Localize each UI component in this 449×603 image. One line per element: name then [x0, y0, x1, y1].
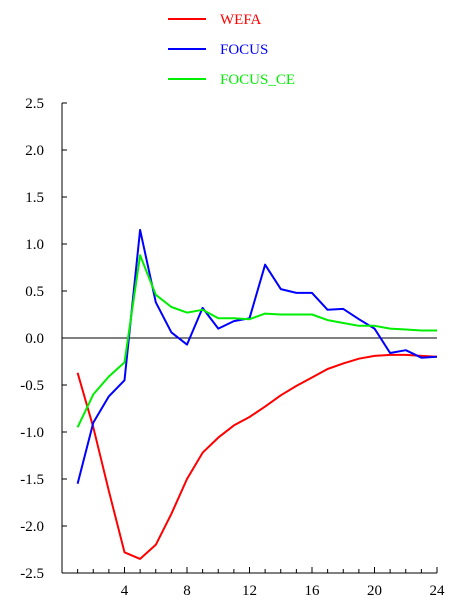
- x-tick-label: 20: [367, 583, 382, 599]
- series-line-wefa: [76, 353, 438, 560]
- y-tick-label: -1.5: [20, 472, 44, 488]
- y-tick-label: -0.5: [20, 378, 44, 394]
- legend-label-focus-ce: FOCUS_CE: [220, 72, 295, 88]
- x-tick-label: 12: [242, 583, 257, 599]
- y-tick-label: 0.5: [25, 284, 44, 300]
- y-tick-label: -2.5: [20, 566, 44, 582]
- series-layer: [76, 228, 438, 560]
- x-tick-label: 16: [305, 583, 321, 599]
- y-tick-label: 2.5: [25, 96, 44, 112]
- series-line-focus-ce: [76, 254, 437, 428]
- y-tick-label: 2.0: [25, 143, 44, 159]
- y-tick-label: -2.0: [20, 519, 44, 535]
- legend-label-focus: FOCUS: [220, 42, 268, 58]
- x-tick-label: 24: [430, 583, 446, 599]
- y-tick-label: -1.0: [20, 425, 44, 441]
- x-tick-label: 8: [183, 583, 191, 599]
- y-tick-label: 1.5: [25, 190, 44, 206]
- y-tick-label: 1.0: [25, 237, 44, 253]
- y-tick-label: 0.0: [25, 331, 44, 347]
- axes: 2.5 2.0 1.5 1.0 0.5 0.0 -0.5 -1.0 -1.5 -2.0 -2.5 4 8…: [20, 96, 445, 599]
- series-line-focus: [76, 228, 438, 484]
- legend: WEFA FOCUS FOCUS_CE: [168, 12, 295, 88]
- x-tick-label: 4: [121, 583, 129, 599]
- legend-label-wefa: WEFA: [220, 12, 262, 28]
